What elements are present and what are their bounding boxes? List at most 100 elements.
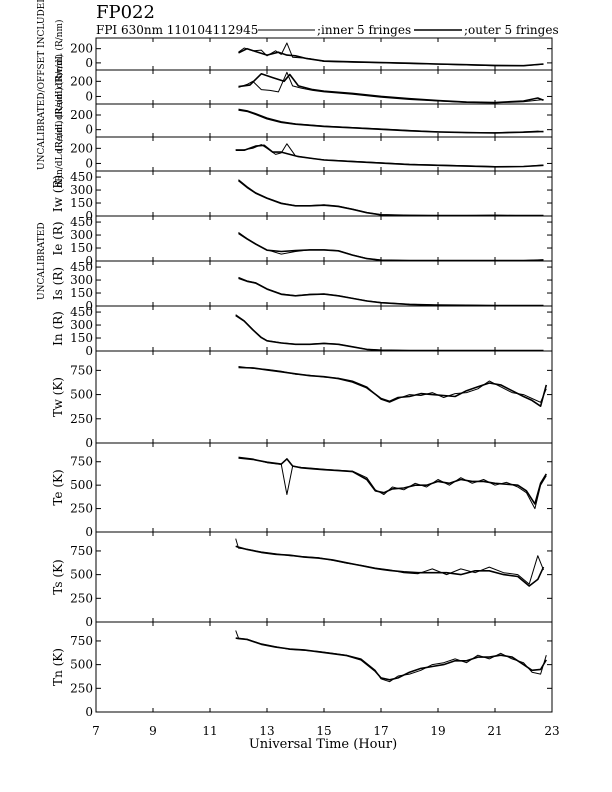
panel-Ts: 0 250 500 750 Ts (K): [51, 531, 553, 629]
panel-frame-Iw: [95, 170, 553, 217]
y-tick-label-In: 0: [85, 344, 93, 358]
x-axis: 7 9 11 13 15 17 19 21 23: [92, 724, 559, 738]
panel-frame-Ie: [95, 215, 553, 262]
y-tick-label-dRw: 200: [70, 42, 93, 56]
y-tick-label-Ie: 150: [70, 241, 93, 255]
x-axis-label: Universal Time (Hour): [249, 737, 397, 752]
series-line-Te-outer: [238, 457, 547, 505]
x-tick-label: 13: [259, 724, 274, 738]
y-tick-label-Te: 750: [70, 455, 93, 469]
series-line-Ts-outer: [235, 545, 545, 587]
y-tick-label-Tn: 500: [70, 658, 93, 672]
x-tick-label: 23: [544, 724, 559, 738]
y-tick-label-dRe: 200: [70, 108, 93, 122]
y-tick-label-Is: 150: [70, 286, 93, 300]
panel-frame-Tn: [95, 621, 553, 713]
y-axis-label-Te: Te (K): [51, 469, 65, 505]
legend-inner-label: ;inner 5 fringes: [317, 23, 411, 37]
series-line-dRw-outer: [238, 47, 544, 67]
x-tick-label: 9: [149, 724, 157, 738]
side-label-uncalibrated: UNCALIBRATED: [37, 222, 47, 300]
series-line-dRn-outer: [235, 144, 544, 168]
panel-frame-In: [95, 305, 553, 352]
series-line-Ts-inner: [235, 538, 544, 585]
series-line-dRs-inner: [238, 71, 544, 104]
y-tick-label-dRe: 0: [85, 123, 93, 137]
y-tick-label-dRn: 0: [85, 156, 93, 170]
y-tick-label-Is: 0: [85, 299, 93, 313]
panel-frame-Ts: [95, 531, 553, 623]
panel-frame-Tw: [95, 350, 553, 444]
series-line-Iw-inner: [238, 179, 544, 217]
y-tick-label-Iw: 450: [70, 170, 93, 184]
y-tick-label-Ie: 0: [85, 254, 93, 268]
x-tick-label: 15: [316, 724, 331, 738]
y-tick-label-Ie: 450: [70, 215, 93, 229]
series-line-Tn-outer: [235, 637, 547, 681]
y-axis-label-dRn: dRn/dL (R/nm): [54, 120, 65, 187]
figure-subtitle: FPI 630nm 110104112945: [96, 23, 258, 37]
series-line-dRe-outer: [238, 109, 544, 134]
series-line-Is-inner: [238, 276, 544, 307]
y-axis-label-dRw: dRw/dL (R/nm): [54, 19, 65, 88]
panel-Tn: 0 250 500 750 Tn (K): [51, 621, 553, 719]
y-tick-label-In: 150: [70, 331, 93, 345]
series-line-Tw-outer: [238, 366, 548, 408]
y-axis-label-In: In (R): [51, 311, 65, 346]
y-axis-label-dRs: dRs/dL (R/nm): [54, 54, 65, 120]
y-tick-label-dRn: 200: [70, 141, 93, 155]
y-tick-label-Ts: 0: [85, 615, 93, 629]
y-tick-label-Iw: 0: [85, 209, 93, 223]
series-line-dRs-outer: [238, 73, 544, 104]
y-tick-label-Ts: 500: [70, 568, 93, 582]
figure-title: FP022: [96, 2, 155, 23]
y-tick-label-Te: 0: [85, 525, 93, 539]
y-tick-label-Te: 250: [70, 502, 93, 516]
series-line-Is-outer: [238, 277, 544, 307]
x-tick-label: 21: [487, 724, 502, 738]
series-line-Ie-inner: [238, 231, 544, 262]
y-tick-label-Is: 300: [70, 273, 93, 287]
y-axis-label-Tw: Tw (K): [51, 377, 65, 417]
y-tick-label-In: 450: [70, 305, 93, 319]
y-axis-label-dRe: dRe/dL (R/nm): [54, 87, 65, 154]
y-tick-label-Tn: 0: [85, 705, 93, 719]
side-label-offset: UNCALIBRATED/OFFSET INCLUDED: [37, 0, 47, 170]
legend-outer-label: ;outer 5 fringes: [464, 23, 559, 37]
y-tick-label-dRs: 200: [70, 74, 93, 88]
y-tick-label-dRs: 0: [85, 89, 93, 103]
panel-Te: 0 250 500 750 Te (K): [51, 442, 553, 539]
y-axis-label-Ts: Ts (K): [51, 559, 65, 594]
y-tick-label-Tn: 750: [70, 634, 93, 648]
y-tick-label-Tw: 750: [70, 363, 93, 377]
panel-frame-Is: [95, 260, 553, 307]
series-line-Iw-outer: [237, 179, 544, 217]
x-tick-label: 17: [373, 724, 388, 738]
y-tick-label-Tw: 500: [70, 388, 93, 402]
y-tick-label-Tn: 250: [70, 681, 93, 695]
y-tick-label-Tw: 250: [70, 412, 93, 426]
y-axis-label-Iw: Iw (R): [51, 175, 65, 212]
panel-frame-Te: [95, 442, 553, 533]
series-line-Te-inner: [238, 456, 547, 510]
y-axis-label-Ie: Ie (R): [51, 221, 65, 255]
y-tick-label-Iw: 150: [70, 196, 93, 210]
y-tick-label-Is: 450: [70, 260, 93, 274]
series-line-In-inner: [235, 314, 544, 352]
x-tick-label: 11: [202, 724, 217, 738]
y-tick-label-Iw: 300: [70, 183, 93, 197]
y-axis-label-Is: Is (R): [51, 267, 65, 300]
y-tick-label-dRw: 0: [85, 56, 93, 70]
y-tick-label-Ts: 250: [70, 591, 93, 605]
y-tick-label-Ie: 300: [70, 228, 93, 242]
panel-frame-dRs: [95, 69, 553, 105]
